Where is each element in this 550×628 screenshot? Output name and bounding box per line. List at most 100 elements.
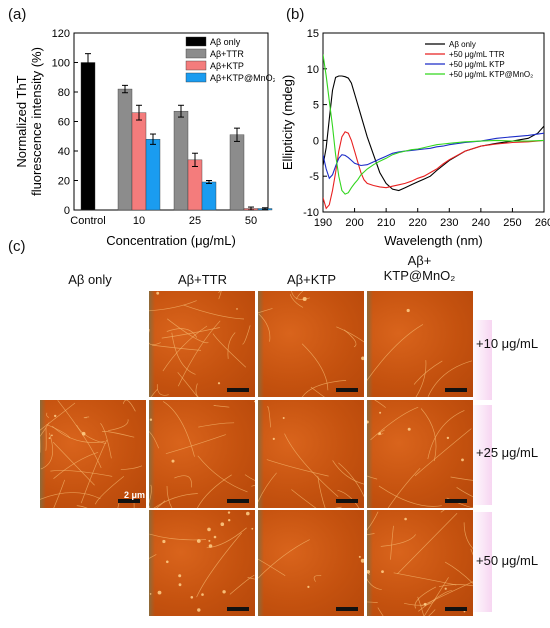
y-axis-title-line1: Normalized ThT <box>14 75 29 167</box>
fibril <box>50 470 113 477</box>
aggregate-dot <box>406 308 410 313</box>
fibril <box>166 328 198 338</box>
aggregate-dot <box>272 437 275 440</box>
fibril <box>218 291 222 300</box>
fibril <box>156 384 169 396</box>
aggregate-dot <box>197 608 201 612</box>
fibril <box>413 360 443 385</box>
fibril <box>40 402 76 431</box>
afm-image-ktp-50 <box>258 510 364 616</box>
row-label-25: +25 μg/mL <box>476 445 539 460</box>
fibril <box>152 344 202 351</box>
scale-bar <box>445 499 467 503</box>
y-axis-title-line2: fluorescence intensity (%) <box>29 47 44 196</box>
fibril <box>310 386 325 397</box>
fibril <box>428 609 436 616</box>
x-tick-label: 210 <box>377 217 395 229</box>
aggregate-dot <box>358 555 361 558</box>
fibril <box>336 326 364 343</box>
aggregate-dot <box>156 291 160 295</box>
afm-image-ktp-mno2-50 <box>367 510 473 616</box>
legend-label: Aβ+TTR <box>210 49 244 59</box>
series-line <box>323 131 544 210</box>
y-tick-label: -5 <box>309 171 319 183</box>
line-chart: 190 200 210 220 230 240 250 260 -10 -5 0 5 10 15 Wavel… <box>280 28 550 248</box>
fibril <box>378 485 442 507</box>
bar <box>145 138 161 211</box>
fibril <box>301 380 347 397</box>
plot-frame <box>322 32 545 213</box>
afm-image-ttr-50 <box>149 510 255 616</box>
scale-bar <box>227 388 249 392</box>
fibril <box>343 329 357 348</box>
aggregate-dot <box>217 382 221 385</box>
legend-swatch <box>185 60 207 71</box>
fibril <box>229 574 255 595</box>
aggregate-dot <box>208 544 213 548</box>
scale-bar <box>336 499 358 503</box>
fibril <box>439 584 473 587</box>
column-header-ktp-mno2: Aβ+ KTP@MnO₂ <box>367 253 472 283</box>
aggregate-dot <box>246 511 250 516</box>
series-line <box>323 132 544 180</box>
fibril <box>377 429 385 436</box>
fibril <box>387 468 421 508</box>
fibril <box>414 586 437 609</box>
fibril <box>367 475 378 480</box>
fibril <box>83 416 90 419</box>
fibril <box>418 590 453 612</box>
y-tick-label: 80 <box>58 87 70 99</box>
fibril <box>456 487 473 498</box>
afm-image-ktp-10 <box>258 291 364 397</box>
afm-image-ktp-mno2-10 <box>367 291 473 397</box>
x-tick-label: 10 <box>133 215 145 227</box>
fibril <box>258 472 277 503</box>
fibril <box>197 455 248 493</box>
fibril <box>427 360 473 397</box>
row-label-10: +10 μg/mL <box>476 336 539 351</box>
fibril <box>76 505 88 508</box>
fibril <box>94 476 125 505</box>
fibril <box>149 300 197 312</box>
fibril <box>149 533 207 541</box>
fibril <box>470 548 473 556</box>
fibril <box>196 532 242 598</box>
aggregate-dot <box>222 590 226 594</box>
y-tick-label: 60 <box>58 117 70 129</box>
y-tick-label: 10 <box>307 64 319 76</box>
aggregate-dot <box>360 558 364 563</box>
y-tick-label: -10 <box>303 207 319 219</box>
x-axis-title: Wavelength (nm) <box>384 233 483 248</box>
legend-swatch <box>185 72 207 83</box>
scale-bar <box>227 499 249 503</box>
aggregate-dot <box>446 436 450 440</box>
fibril <box>80 439 108 504</box>
x-axis-title: Concentration (μg/mL) <box>106 233 236 248</box>
fibril <box>367 601 378 603</box>
fibril <box>177 320 221 387</box>
bar-chart: 0 20 40 60 80 100 120 Normalized ThT fluorescenc… <box>14 28 275 248</box>
legend-label: +50 μg/mL KTP <box>449 60 505 69</box>
bar <box>201 181 217 211</box>
scale-bar-label: 2 μm <box>124 490 146 500</box>
fibril <box>367 511 379 531</box>
aggregate-dot <box>208 539 211 542</box>
y-tick-label: 0 <box>313 135 319 147</box>
x-tick-label: 240 <box>472 217 490 229</box>
fibril <box>183 304 245 320</box>
fibril <box>162 325 208 372</box>
fibril <box>197 474 232 508</box>
fibril <box>291 291 310 300</box>
fibril <box>444 561 473 584</box>
fibril <box>258 313 271 342</box>
aggregate-dot <box>157 590 162 595</box>
fibril <box>414 428 472 477</box>
y-tick-label: 20 <box>58 176 70 188</box>
aggregate-dot <box>228 519 231 522</box>
fibril <box>120 465 143 470</box>
column-header-ttr: Aβ+TTR <box>177 272 227 287</box>
aggregate-dot <box>178 574 182 578</box>
row-band-25 <box>470 405 492 505</box>
fibril <box>149 500 166 508</box>
fibril <box>258 308 273 314</box>
